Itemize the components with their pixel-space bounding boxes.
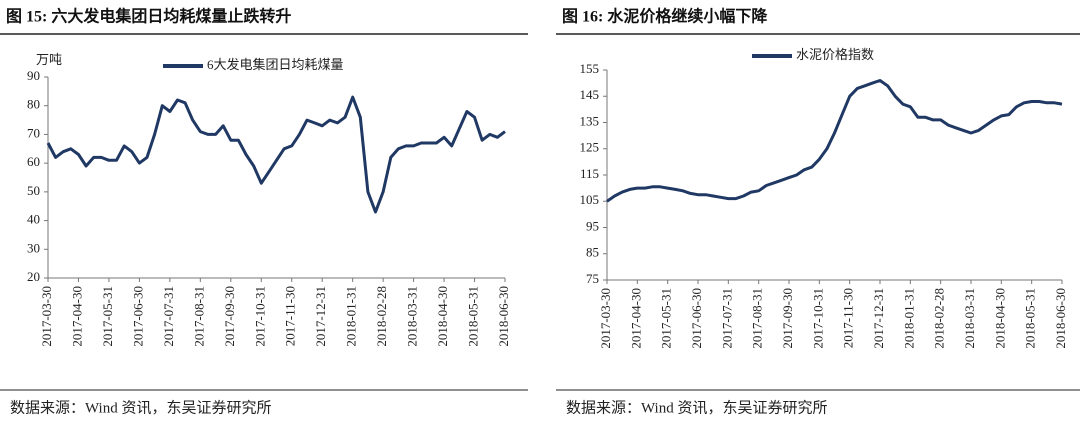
x-tick-label: 2017-05-31 bbox=[100, 286, 115, 347]
y-tick-label: 90 bbox=[27, 68, 40, 83]
y-tick-label: 70 bbox=[27, 125, 40, 140]
x-tick-label: 2017-08-31 bbox=[191, 286, 206, 347]
x-tick-label: 2018-05-31 bbox=[466, 286, 481, 347]
x-tick-label: 2017-04-30 bbox=[69, 286, 84, 347]
x-tick-label: 2017-12-31 bbox=[871, 288, 886, 349]
y-tick-label: 115 bbox=[580, 166, 599, 181]
source-note: 数据来源：Wind 资讯，东吴证券研究所 bbox=[566, 399, 827, 416]
chart-title: 图 16: 水泥价格继续小幅下降 bbox=[562, 7, 768, 26]
x-tick-label: 2018-04-30 bbox=[435, 286, 450, 347]
x-tick-label: 2018-01-31 bbox=[901, 288, 916, 349]
y-tick-label: 20 bbox=[27, 269, 40, 284]
y-tick-label: 95 bbox=[586, 218, 599, 233]
x-tick-label: 2018-02-28 bbox=[374, 286, 389, 347]
source-note: 数据来源：Wind 资讯，东吴证券研究所 bbox=[10, 399, 271, 416]
y-tick-label: 155 bbox=[580, 61, 600, 76]
y-tick-label: 145 bbox=[580, 87, 600, 102]
y-tick-label: 125 bbox=[580, 140, 600, 155]
y-tick-label: 135 bbox=[580, 113, 600, 128]
y-tick-label: 80 bbox=[27, 97, 40, 112]
x-tick-label: 2017-06-30 bbox=[130, 286, 145, 347]
line-series bbox=[606, 79, 1063, 203]
x-tick-label: 2017-07-31 bbox=[161, 286, 176, 347]
x-tick-label: 2017-12-31 bbox=[313, 286, 328, 347]
x-tick-label: 2017-05-31 bbox=[659, 288, 674, 349]
y-tick-label: 75 bbox=[586, 271, 599, 286]
x-tick-label: 2017-09-30 bbox=[780, 288, 795, 349]
x-tick-label: 2018-03-31 bbox=[405, 286, 420, 347]
legend-label: 水泥价格指数 bbox=[796, 47, 874, 62]
x-tick-label: 2017-08-31 bbox=[750, 288, 765, 349]
y-tick-label: 85 bbox=[586, 245, 599, 260]
x-tick-label: 2017-04-30 bbox=[628, 288, 643, 349]
x-tick-label: 2018-05-31 bbox=[1023, 288, 1038, 349]
x-tick-label: 2017-03-30 bbox=[598, 288, 613, 349]
x-tick-label: 2018-06-30 bbox=[496, 286, 511, 347]
y-tick-label: 50 bbox=[27, 183, 40, 198]
legend-label: 6大发电集团日均耗煤量 bbox=[207, 57, 344, 72]
x-tick-label: 2018-03-31 bbox=[962, 288, 977, 349]
x-tick-label: 2018-04-30 bbox=[992, 288, 1007, 349]
y-tick-label: 30 bbox=[27, 240, 40, 255]
x-tick-label: 2017-11-30 bbox=[841, 288, 856, 348]
x-tick-label: 2018-02-28 bbox=[932, 288, 947, 349]
x-tick-label: 2017-10-31 bbox=[252, 286, 267, 347]
x-tick-label: 2018-06-30 bbox=[1053, 288, 1068, 349]
y-tick-label: 60 bbox=[27, 154, 40, 169]
x-tick-label: 2017-11-30 bbox=[283, 286, 298, 346]
chart-title: 图 15: 六大发电集团日均耗煤量止跌转升 bbox=[6, 7, 291, 26]
x-tick-label: 2017-06-30 bbox=[689, 288, 704, 349]
line-series bbox=[46, 95, 506, 214]
x-tick-label: 2017-03-30 bbox=[39, 286, 54, 347]
y-unit: 万吨 bbox=[36, 52, 62, 67]
y-tick-label: 40 bbox=[27, 212, 40, 227]
x-tick-label: 2017-09-30 bbox=[222, 286, 237, 347]
x-tick-label: 2018-01-31 bbox=[344, 286, 359, 347]
x-tick-label: 2017-10-31 bbox=[810, 288, 825, 349]
y-tick-label: 105 bbox=[580, 192, 600, 207]
x-tick-label: 2017-07-31 bbox=[719, 288, 734, 349]
